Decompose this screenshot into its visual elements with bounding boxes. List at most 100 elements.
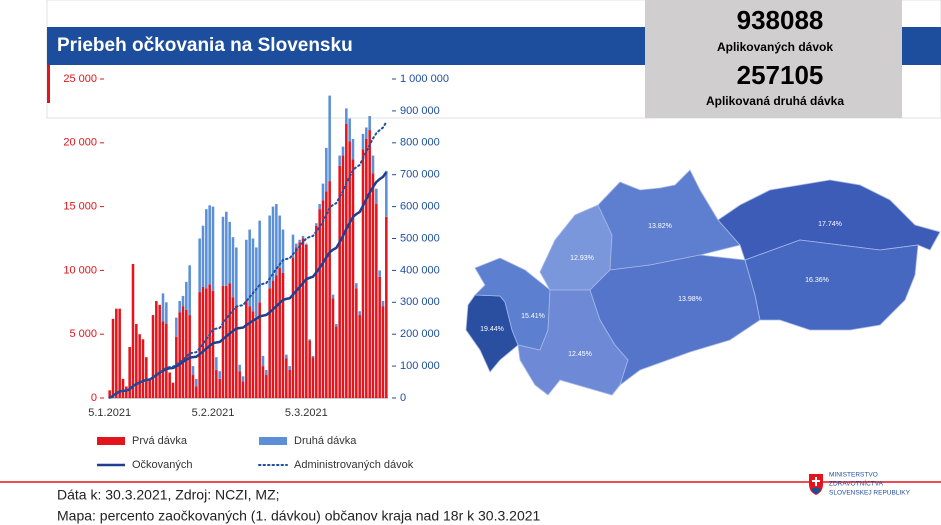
bar xyxy=(171,382,175,398)
bar xyxy=(165,302,168,324)
map-label: 15.41% xyxy=(521,313,545,320)
bar xyxy=(271,280,275,398)
bar xyxy=(335,323,338,327)
stat-label: Aplikovaná druhá dávka xyxy=(706,94,844,108)
bar xyxy=(291,257,295,398)
x-tick-label: 5.1.2021 xyxy=(88,407,131,419)
bar xyxy=(261,355,265,367)
bar xyxy=(321,183,325,201)
bar xyxy=(258,220,261,303)
bar xyxy=(325,147,328,192)
bar xyxy=(308,339,311,341)
y-tick-label: 0 xyxy=(91,392,97,404)
legend-swatch xyxy=(97,437,125,445)
accent xyxy=(47,65,50,103)
bar xyxy=(161,321,165,398)
bar xyxy=(325,191,328,398)
bar xyxy=(148,378,151,398)
line xyxy=(108,121,388,399)
bar xyxy=(375,188,378,205)
bar xyxy=(115,308,118,398)
bar xyxy=(301,235,305,239)
bar xyxy=(265,369,268,376)
bar xyxy=(358,311,361,316)
bar xyxy=(175,317,178,337)
bar xyxy=(278,215,281,268)
logo: MINISTERSTVO ZDRAVOTNÍCTVA SLOVENSKEJ RE… xyxy=(809,472,911,497)
map-label: 12.45% xyxy=(568,351,592,358)
bar xyxy=(361,133,365,150)
logo-text: ZDRAVOTNÍCTVA xyxy=(829,479,884,488)
bar xyxy=(208,284,211,398)
bar xyxy=(225,285,228,398)
bar xyxy=(141,339,145,398)
bar xyxy=(211,206,215,291)
bar xyxy=(265,375,268,398)
bar xyxy=(288,369,291,398)
bar xyxy=(305,243,308,245)
bar xyxy=(385,216,388,398)
y2-tick-label: 600 000 xyxy=(400,201,440,213)
bar xyxy=(371,173,375,398)
map-label: 13.82% xyxy=(648,223,672,230)
bar xyxy=(345,123,348,398)
y-tick-label: 5 000 xyxy=(69,328,97,340)
stats-box xyxy=(645,0,902,118)
bar xyxy=(238,371,241,398)
y2-tick-label: 900 000 xyxy=(400,105,440,117)
legend-swatch xyxy=(259,437,287,445)
bar xyxy=(355,288,358,398)
bar xyxy=(321,200,325,398)
bar xyxy=(328,181,331,398)
bar xyxy=(311,357,315,398)
stat-value: 938088 xyxy=(737,5,824,35)
map-label: 17.74% xyxy=(818,221,842,228)
bar xyxy=(341,146,345,156)
region xyxy=(744,239,919,331)
y2-tick-label: 0 xyxy=(400,392,406,404)
footer-text: Mapa: percento zaočkovaných (1. dávkou) … xyxy=(57,508,541,524)
bar xyxy=(248,306,251,398)
bar xyxy=(235,306,238,398)
bar xyxy=(258,302,261,398)
y-tick-label: 25 000 xyxy=(63,73,97,85)
bar xyxy=(188,265,191,316)
bar xyxy=(165,323,168,398)
bar xyxy=(215,369,218,398)
bar xyxy=(338,155,341,166)
bar xyxy=(275,275,278,398)
bar xyxy=(185,281,188,310)
bar xyxy=(238,364,241,372)
bar xyxy=(218,371,221,379)
bar xyxy=(351,138,355,160)
bar xyxy=(371,155,375,174)
bar xyxy=(118,308,121,398)
bar xyxy=(361,149,365,398)
y-tick-label: 10 000 xyxy=(63,264,97,276)
y2-tick-label: 1 000 000 xyxy=(400,73,449,85)
stat-value: 257105 xyxy=(737,60,824,90)
bar xyxy=(328,95,331,182)
bar xyxy=(381,306,385,398)
bar xyxy=(221,216,225,286)
bar xyxy=(261,366,265,398)
bar xyxy=(181,295,185,307)
bar xyxy=(121,378,125,398)
bar xyxy=(285,358,288,398)
bar xyxy=(278,267,281,398)
bar xyxy=(338,165,341,398)
bar xyxy=(285,354,288,359)
bar xyxy=(178,301,181,313)
bar xyxy=(385,170,388,217)
map xyxy=(465,169,941,396)
map-label: 13.98% xyxy=(678,296,702,303)
bar xyxy=(251,238,255,312)
y2-tick-label: 500 000 xyxy=(400,232,440,244)
logo-text: MINISTERSTVO xyxy=(829,472,878,479)
bar xyxy=(218,378,221,398)
stat-label: Aplikovaných dávok xyxy=(717,40,833,54)
bar xyxy=(181,306,185,398)
bar xyxy=(205,209,208,289)
bar xyxy=(185,309,188,398)
bar xyxy=(308,340,311,398)
